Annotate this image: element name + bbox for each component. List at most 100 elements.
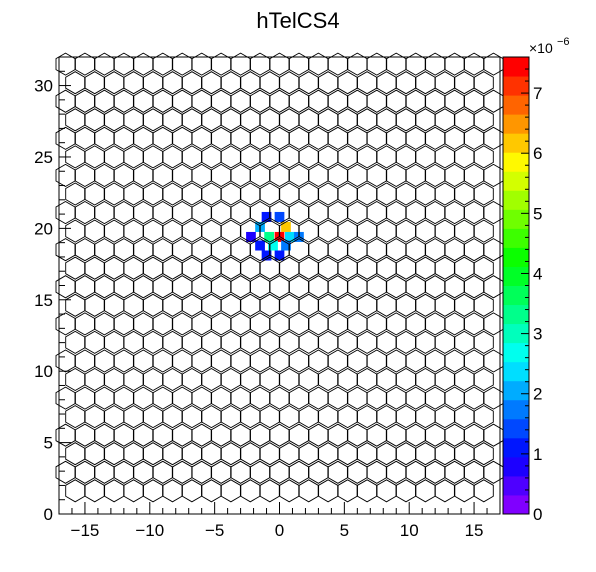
hex-pixel: [444, 238, 465, 262]
hex-pixel: [308, 52, 329, 76]
hex-pixel: [113, 163, 134, 188]
hex-pixel: [473, 330, 494, 354]
hex-pixel: [133, 238, 154, 262]
hex-pixel: [201, 182, 222, 206]
hex-pixel: [220, 71, 241, 95]
palette-swatch: [503, 266, 529, 286]
hex-pixel: [415, 405, 436, 429]
hex-pixel: [464, 200, 485, 225]
hex-pixel: [357, 145, 378, 169]
hex-pixel: [298, 405, 319, 429]
x-tick-label: −5: [205, 521, 224, 540]
hex-pixel: [123, 405, 144, 429]
hex-pixel: [84, 442, 105, 466]
hex-pixel: [318, 108, 339, 132]
hex-pixel: [133, 200, 154, 225]
hex-pixel: [415, 219, 436, 243]
hex-pixel: [191, 52, 212, 76]
hex-pixel: [123, 182, 144, 206]
hex-pixel: [288, 275, 309, 299]
hex-pixel: [201, 256, 222, 280]
hex-pixel: [347, 423, 368, 447]
hex-pixel: [405, 200, 426, 225]
hex-pixel: [152, 52, 173, 76]
hex-pixel: [298, 330, 319, 354]
hex-pixel: [172, 275, 193, 299]
hex-pixel: [172, 349, 193, 373]
hex-pixel: [240, 442, 261, 466]
hex-pixel: [181, 71, 202, 95]
data-cell: [246, 231, 256, 242]
hex-pixel: [366, 89, 387, 113]
hex-pixel: [269, 275, 290, 299]
hex-pixel: [191, 423, 212, 447]
hex-pixel: [211, 163, 232, 188]
palette-swatch: [503, 380, 529, 401]
hex-pixel: [211, 312, 232, 336]
hex-pixel: [327, 200, 348, 225]
palette-swatch: [503, 304, 529, 325]
palette-swatch: [503, 399, 529, 420]
hex-pixel: [337, 479, 358, 503]
hex-pixel: [259, 145, 280, 169]
hex-pixel: [473, 405, 494, 429]
hex-pixel: [279, 330, 300, 354]
hex-pixel: [318, 405, 339, 429]
hex-pixel: [347, 200, 368, 225]
data-cell: [261, 211, 272, 222]
hex-pixel: [94, 200, 115, 225]
hex-pixel: [405, 349, 426, 373]
hex-pixel: [288, 163, 309, 188]
hex-pixel: [201, 479, 222, 503]
hex-pixel: [454, 330, 475, 354]
hex-pixel: [74, 349, 95, 373]
hex-pixel: [347, 126, 368, 150]
hex-pixel: [259, 182, 280, 206]
hex-pixel: [201, 367, 222, 392]
y-tick-label: 0: [44, 505, 53, 524]
hex-pixel: [444, 89, 465, 113]
palette-swatch: [503, 475, 529, 496]
hex-pixel: [376, 330, 397, 354]
hex-pixel: [279, 479, 300, 503]
hex-pixel: [94, 460, 115, 484]
hex-pixel: [133, 423, 154, 447]
hex-pixel: [425, 349, 446, 373]
hex-pixel: [444, 312, 465, 336]
hex-pixel: [288, 386, 309, 410]
hex-pixel: [337, 182, 358, 206]
hex-pixel: [240, 293, 261, 317]
hex-pixel: [259, 367, 280, 392]
hex-pixel: [259, 71, 280, 95]
hex-pixel: [162, 145, 183, 169]
hex-pixel: [152, 89, 173, 113]
hex-pixel: [133, 349, 154, 373]
hex-pixel: [473, 71, 494, 95]
hex-pixel: [454, 479, 475, 503]
hex-pixel: [288, 52, 309, 76]
hex-pixel: [191, 163, 212, 188]
hex-pixel: [74, 52, 95, 76]
hex-pixel: [143, 442, 164, 466]
palette-swatch: [503, 114, 529, 134]
hex-pixel: [250, 163, 271, 188]
hex-pixel: [143, 367, 164, 392]
hex-pixel: [279, 367, 300, 392]
hex-pixel: [308, 200, 329, 225]
hex-pixel: [366, 312, 387, 336]
hex-pixel: [357, 293, 378, 317]
hex-pixel: [347, 275, 368, 299]
hex-pixel: [425, 126, 446, 150]
hex-pixel: [211, 200, 232, 225]
hex-pixel: [143, 145, 164, 169]
x-tick-label: 15: [465, 521, 484, 540]
hex-pixel: [347, 238, 368, 262]
hex-pixel: [201, 219, 222, 243]
hex-pixel: [454, 219, 475, 243]
hex-pixel: [84, 367, 105, 392]
hex-pixel: [376, 145, 397, 169]
hex-pixel: [464, 460, 485, 484]
hex-pixel: [201, 405, 222, 429]
hex-pixel: [191, 386, 212, 410]
hex-pixel: [123, 293, 144, 317]
